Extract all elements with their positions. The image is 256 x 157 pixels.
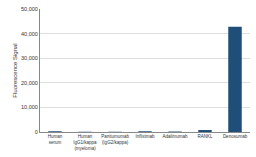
svg-text:Humanserum: Humanserum — [48, 134, 63, 145]
svg-text:Infliximab: Infliximab — [135, 134, 155, 139]
svg-text:20,000: 20,000 — [21, 80, 38, 86]
svg-text:40,000: 40,000 — [21, 31, 38, 37]
svg-text:50,000: 50,000 — [21, 6, 38, 12]
svg-text:30,000: 30,000 — [21, 55, 38, 61]
svg-text:RANKL: RANKL — [197, 134, 213, 139]
svg-text:Adalimumab: Adalimumab — [162, 134, 188, 139]
svg-text:10,000: 10,000 — [21, 104, 38, 110]
svg-text:0: 0 — [35, 129, 38, 135]
svg-text:Fluorescence Signal: Fluorescence Signal — [12, 43, 18, 97]
svg-text:Denosumab: Denosumab — [223, 134, 248, 139]
svg-text:HumanIgG1/kappa(myeloma): HumanIgG1/kappa(myeloma) — [73, 134, 97, 151]
svg-text:Panitumumab(IgG2/kappa): Panitumumab(IgG2/kappa) — [101, 134, 129, 145]
